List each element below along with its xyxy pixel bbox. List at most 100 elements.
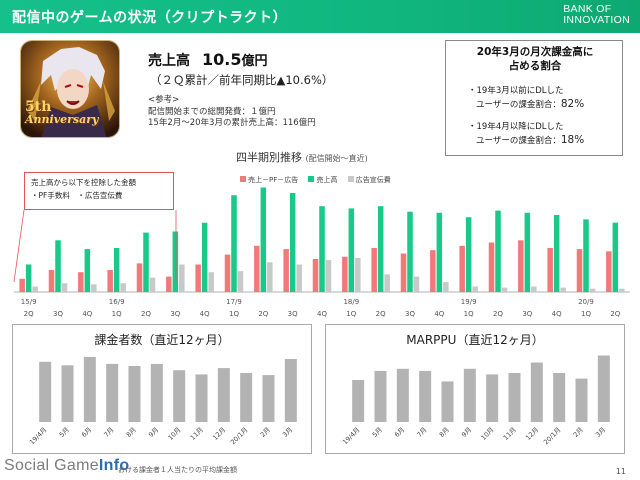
app-icon-art <box>21 41 119 137</box>
ratio-item-1-line-2: ユーザーの課金割合：82% <box>468 98 584 112</box>
year-label-5: 20/9 <box>578 298 594 306</box>
marppu-bar-5 <box>463 368 476 422</box>
bar-ads-12 <box>384 274 390 292</box>
payers-month-label-10: 2月 <box>259 426 272 439</box>
brand-line-1: BANK OF <box>563 3 612 15</box>
bar-sales-10 <box>319 206 325 292</box>
bar-sales-7 <box>231 195 237 292</box>
marppu-month-label-7: 11月 <box>502 426 518 442</box>
quarter-label-18: 4Q <box>552 310 562 318</box>
payers-bar-5 <box>150 363 163 422</box>
payers-month-label-5: 9月 <box>147 426 160 439</box>
badge-text: Anniversary <box>25 113 99 126</box>
bar-sales-11 <box>348 208 355 292</box>
anniversary-badge: 5th Anniversary <box>21 99 119 129</box>
bar-net-15 <box>459 245 465 292</box>
ratio-title-line-1: 20年3月の月次課金高に <box>476 46 594 58</box>
bar-net-16 <box>488 242 495 292</box>
ratio-item-2-line-1: ・19年4月以降にDLした <box>468 122 564 132</box>
sales-label: 売上高 <box>148 53 190 69</box>
marppu-bar-4 <box>441 381 454 422</box>
legend-swatch-gray <box>347 176 354 182</box>
sales-yoy: （２Ｑ累計／前年同期比▲10.6%） <box>150 73 334 87</box>
page-number: 11 <box>615 467 626 476</box>
sales-headline: 売上高 10.5億円 <box>148 50 268 70</box>
brand-logo: BANK OF INNOVATION <box>563 4 630 26</box>
ratio-item-1-value: 82% <box>560 98 585 110</box>
marppu-month-label-6: 10月 <box>479 426 495 442</box>
bar-net-10 <box>312 259 319 292</box>
marppu-month-label-11: 3月 <box>594 426 607 439</box>
legend-label-net: 売上－PF－広告 <box>248 176 299 184</box>
payers-month-label-0: 19/4月 <box>28 426 49 447</box>
marppu-bar-3 <box>419 370 432 422</box>
bar-ads-16 <box>501 287 508 292</box>
ratio-item-1-label: ユーザーの課金割合： <box>476 100 561 110</box>
ref-cumulative-sales: 15年2月〜20年3月の累計売上高：116億円 <box>148 118 316 128</box>
legend-swatch-red <box>240 176 246 182</box>
legend-item-ads: 広告宣伝費 <box>347 176 391 184</box>
bar-sales-19 <box>583 219 589 292</box>
quarter-label-19: 1Q <box>581 310 591 318</box>
bar-sales-3 <box>113 248 120 292</box>
quarter-label-17: 3Q <box>522 310 532 318</box>
bar-ads-7 <box>237 271 244 292</box>
billing-ratio-box: 20年3月の月次課金高に 占める割合 ・19年3月以前にDLした ユーザーの課金… <box>445 40 623 156</box>
legend-item-net: 売上－PF－広告 <box>240 176 298 184</box>
payers-bar-1 <box>61 365 74 422</box>
bar-ads-13 <box>413 276 420 292</box>
payers-month-label-2: 6月 <box>80 426 93 439</box>
bar-sales-8 <box>260 187 267 292</box>
bar-sales-9 <box>289 193 296 292</box>
payers-month-label-7: 11月 <box>189 426 205 442</box>
quarter-label-13: 3Q <box>405 310 415 318</box>
marppu-bar-1 <box>374 370 387 422</box>
legend-label-sales: 売上高 <box>316 176 338 184</box>
watermark-pre: Social Game <box>4 457 99 474</box>
sales-value: 10.5 <box>202 50 242 69</box>
reference-notes: <参考> 配信開始までの総開発費：１億円 15年2月〜20年3月の累計売上高：1… <box>148 95 316 130</box>
quarter-label-4: 2Q <box>141 310 151 318</box>
quarter-label-2: 4Q <box>82 310 92 318</box>
bar-ads-9 <box>296 264 302 292</box>
ratio-item-2-value: 18% <box>560 134 585 146</box>
bar-ads-2 <box>91 284 97 292</box>
payers-month-label-3: 7月 <box>102 426 115 439</box>
year-label-2: 17/9 <box>226 298 242 306</box>
marppu-month-label-9: 20/1月 <box>542 426 563 447</box>
bar-ads-11 <box>355 257 361 292</box>
bar-ads-6 <box>208 272 214 292</box>
marppu-bar-8 <box>530 362 543 422</box>
bar-ads-17 <box>531 286 537 292</box>
legend-swatch-green <box>308 176 315 182</box>
bar-sales-12 <box>377 206 384 292</box>
quarter-label-9: 3Q <box>288 310 298 318</box>
bar-net-3 <box>107 270 113 292</box>
bar-ads-1 <box>61 283 68 292</box>
marppu-panel-title: MARPPU（直近12ヶ月） <box>406 333 544 347</box>
marppu-month-label-2: 6月 <box>393 426 406 439</box>
ref-dev-cost: 配信開始までの総開発費：１億円 <box>148 106 276 117</box>
ref-title: <参考> <box>148 95 180 105</box>
payers-month-label-8: 12月 <box>211 426 227 442</box>
watermark: Social GameInfo <box>4 457 129 475</box>
quarterly-legend: 売上－PF－広告 売上高 広告宣伝費 <box>240 175 399 185</box>
payers-month-label-4: 8月 <box>125 426 138 439</box>
quarter-label-0: 2Q <box>24 310 34 318</box>
sales-unit: 億円 <box>241 54 268 69</box>
bar-ads-4 <box>149 277 156 292</box>
callout-line-1: 売上高から以下を控除した金額 <box>31 178 136 187</box>
bar-net-0 <box>19 278 25 292</box>
payers-bar-9 <box>240 373 253 422</box>
marppu-month-label-5: 9月 <box>460 426 473 439</box>
year-label-3: 18/9 <box>343 298 359 306</box>
marppu-bar-7 <box>508 373 521 422</box>
quarter-label-5: 3Q <box>170 310 180 318</box>
quarter-label-10: 4Q <box>317 310 327 318</box>
ratio-item-2: ・19年4月以降にDLした ユーザーの課金割合：18% <box>468 121 584 148</box>
ratio-title-line-2: 占める割合 <box>508 60 562 72</box>
payers-bar-0 <box>39 361 52 422</box>
marppu-month-label-3: 7月 <box>415 426 428 439</box>
